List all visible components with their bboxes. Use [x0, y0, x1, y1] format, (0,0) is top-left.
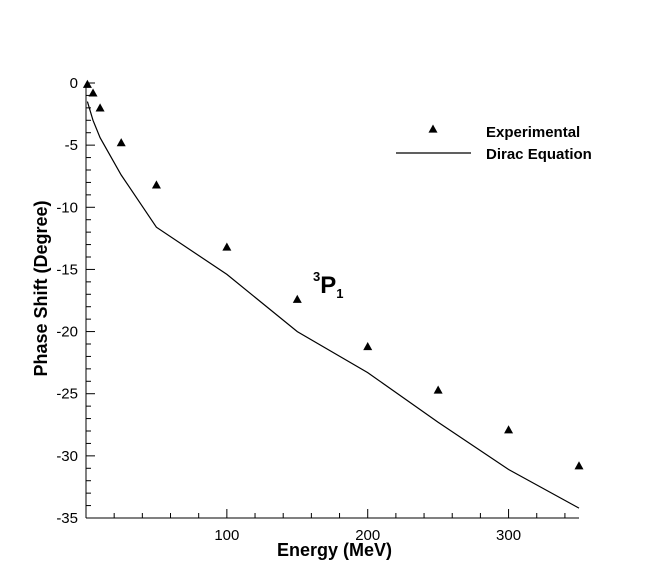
annotation-superscript: 3: [313, 269, 320, 284]
annotation-subscript: 1: [336, 286, 343, 301]
y-tick-label: -15: [56, 261, 78, 278]
annotation-label: 3P1: [313, 269, 343, 301]
experimental-point: [116, 138, 126, 147]
y-axis-label: Phase Shift (Degree): [31, 200, 51, 376]
x-tick-label: 200: [355, 527, 380, 544]
experimental-point: [363, 341, 373, 351]
dirac-equation-line: [86, 101, 580, 509]
plot-area: [82, 79, 584, 509]
x-tick-label: 100: [214, 527, 239, 544]
y-tick-label: -20: [56, 324, 78, 341]
y-tick-label: 0: [70, 75, 78, 92]
x-tick-label: 300: [496, 527, 521, 544]
experimental-point: [292, 294, 302, 303]
experimental-point: [504, 425, 514, 434]
legend-entry-label: Dirac Equation: [486, 146, 592, 163]
experimental-point: [433, 385, 443, 394]
x-axis-label: Energy (MeV): [277, 540, 392, 560]
y-tick-label: -10: [56, 199, 78, 216]
experimental-point: [88, 88, 98, 97]
experimental-point: [151, 180, 161, 189]
y-tick-label: -35: [56, 510, 78, 527]
legend-experimental-marker: [428, 124, 438, 133]
experimental-point: [95, 103, 105, 112]
axes: 100 200 300 0 -5 -10 -15 -20 -25 -30 -35: [56, 75, 579, 544]
y-tick-label: -30: [56, 448, 78, 465]
experimental-point: [574, 461, 584, 470]
legend: Experimental Dirac Equation: [396, 124, 592, 163]
experimental-point: [82, 79, 92, 88]
annotation-main: P: [320, 272, 336, 299]
experimental-point: [222, 242, 232, 251]
legend-entry-label: Experimental: [486, 124, 580, 141]
y-tick-label: -25: [56, 386, 78, 403]
y-tick-label: -5: [65, 137, 78, 154]
